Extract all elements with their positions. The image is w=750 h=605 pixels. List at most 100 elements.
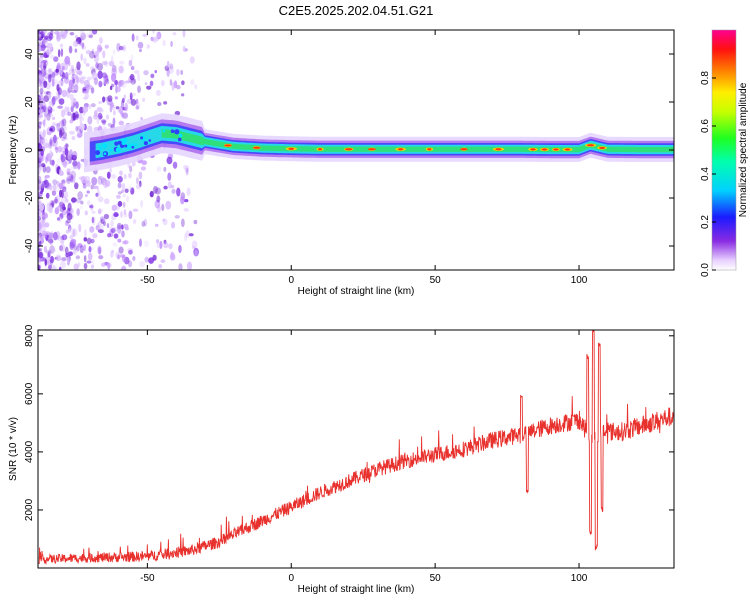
spectrogram-noise-cell xyxy=(59,70,63,76)
spectrogram-noise-cell xyxy=(56,122,61,132)
band-hotspot-red xyxy=(599,146,606,150)
spectrogram-noise-cell xyxy=(38,125,42,130)
spectrogram-noise-cell xyxy=(135,35,139,41)
figure-title: C2E5.2025.202.04.51.G21 xyxy=(279,3,434,18)
spectrogram-noise-cell xyxy=(38,33,42,37)
spectrogram-noise-cell xyxy=(77,191,84,200)
spectrogram-noise-cell xyxy=(89,226,95,233)
x-tick-label: 50 xyxy=(430,573,442,584)
spectrogram-noise-cell xyxy=(75,41,80,47)
spectrogram-noise-cell xyxy=(104,180,111,187)
spectrogram-noise-cell xyxy=(118,65,124,74)
spectrogram-noise-cell xyxy=(56,62,61,70)
spectrogram-noise-cell xyxy=(86,237,92,245)
spectrogram-band xyxy=(84,113,674,173)
colorbar-tick-label: 0.6 xyxy=(700,119,711,133)
spectrogram-noise-cell xyxy=(128,172,132,179)
spectrogram-noise-cell xyxy=(42,226,46,233)
spectrogram-noise-cell xyxy=(151,38,155,42)
spectrogram-noise-cell xyxy=(139,260,146,268)
spectrogram-noise-cell xyxy=(75,113,79,119)
spectrogram-noise-cell xyxy=(72,158,78,168)
spectrogram-noise-cell xyxy=(91,176,98,186)
spectrogram-noise-cell xyxy=(71,154,77,161)
spectrogram-noise-cell xyxy=(44,265,48,270)
spectrogram-noise-cell xyxy=(64,147,69,156)
spectrogram-noise-cell xyxy=(49,138,53,145)
spectrogram-noise-cell xyxy=(56,84,60,92)
spectrogram-noise-cell xyxy=(74,182,79,190)
spectrogram-noise-cell xyxy=(163,166,167,172)
spectrogram-noise-cell xyxy=(131,33,135,42)
spectrogram-noise-cell xyxy=(128,210,133,220)
spectrogram-noise-cell xyxy=(110,228,116,234)
spectrogram-noise-cell xyxy=(169,253,176,261)
spectrogram-noise-cell xyxy=(64,198,69,203)
spectrogram-noise-cell xyxy=(117,254,120,260)
spectrogram-noise-cell xyxy=(130,187,135,195)
spectrogram-noise-cell xyxy=(47,251,51,258)
spectrogram-noise-cell xyxy=(104,198,110,205)
spectrogram-noise-cell xyxy=(85,49,91,55)
spectrogram-noise-cell xyxy=(152,185,158,194)
spectrogram-noise-cell xyxy=(146,85,152,90)
spectrogram-noise-cell xyxy=(38,191,41,199)
spectrogram-noise-cell xyxy=(103,79,108,86)
spectrogram-noise-cell xyxy=(38,175,42,185)
spectrogram-noise-cell xyxy=(135,177,139,185)
band-hotspot-red xyxy=(224,144,232,147)
band-hotspot-red xyxy=(541,148,548,151)
band-blob xyxy=(134,143,138,146)
spectrogram-noise-cell xyxy=(176,68,180,76)
spectrogram-noise-cell xyxy=(60,243,66,252)
spectrogram-noise-cell xyxy=(61,209,68,216)
spectrogram-noise-cell xyxy=(46,35,53,42)
snr-x-ticks: -50 0 50 100 xyxy=(140,330,588,584)
spectrogram-noise-cell xyxy=(185,230,190,238)
spectrogram-noise-cell xyxy=(105,114,110,120)
spectrogram-noise-cell xyxy=(66,175,72,182)
spectrogram-noise-cell xyxy=(88,34,93,38)
spectrogram-noise-cell xyxy=(59,245,64,251)
spectrogram-noise-cell xyxy=(150,73,155,79)
spectrogram-noise-cell xyxy=(99,37,103,45)
spectrogram-noise-cell xyxy=(51,71,56,79)
spectrogram-noise-cell xyxy=(72,40,79,47)
spectrogram-noise-cell xyxy=(41,60,45,64)
spectrogram-noise-cell xyxy=(83,237,88,242)
spectrogram-noise-cell xyxy=(152,30,155,35)
spectrogram-noise-cell xyxy=(61,72,66,79)
spectrogram-noise-cell xyxy=(49,240,53,246)
spectrogram-noise-cell xyxy=(83,79,90,88)
spectrogram-noise-cell xyxy=(52,183,57,191)
spectrogram-noise-cell xyxy=(48,33,54,40)
spectrogram-noise-cell xyxy=(170,40,173,48)
spectrogram-noise-cell xyxy=(46,131,52,136)
spectrogram-noise-cell xyxy=(71,73,78,80)
spectrogram-noise-cell xyxy=(86,260,92,264)
spectrogram-noise-cell xyxy=(44,35,48,40)
spectrogram-noise-cell xyxy=(76,133,83,139)
spectrogram-noise-cell xyxy=(72,249,77,255)
spectrogram-noise-cell xyxy=(41,60,48,64)
spectrogram-noise-cell xyxy=(64,220,69,226)
spectrogram-noise-cell xyxy=(70,197,77,203)
spectrogram-noise-cell xyxy=(119,105,124,115)
spectrogram-noise-cell xyxy=(70,174,74,183)
spectrogram-noise-cell xyxy=(190,79,195,86)
spectrogram-noise-cell xyxy=(135,183,141,190)
spectrogram-noise-cell xyxy=(38,247,41,253)
spectrogram-noise-cell xyxy=(71,76,75,82)
spectrogram-noise-cell xyxy=(111,64,117,73)
spectrogram-noise-cell xyxy=(132,208,139,212)
spectrogram-noise-cell xyxy=(38,236,41,241)
spectrogram-noise-cell xyxy=(107,95,113,102)
spectrogram-noise-cell xyxy=(75,125,79,132)
band-hotspot-red xyxy=(253,146,261,149)
spectrogram-noise-cell xyxy=(38,185,41,190)
band-hotspot-red xyxy=(367,148,376,151)
spectrogram-noise-cell xyxy=(164,65,170,71)
spectrogram-noise-cell xyxy=(101,51,105,55)
spectrogram-noise-cell xyxy=(140,199,144,208)
colorbar-tick-label: 0.0 xyxy=(700,263,711,277)
